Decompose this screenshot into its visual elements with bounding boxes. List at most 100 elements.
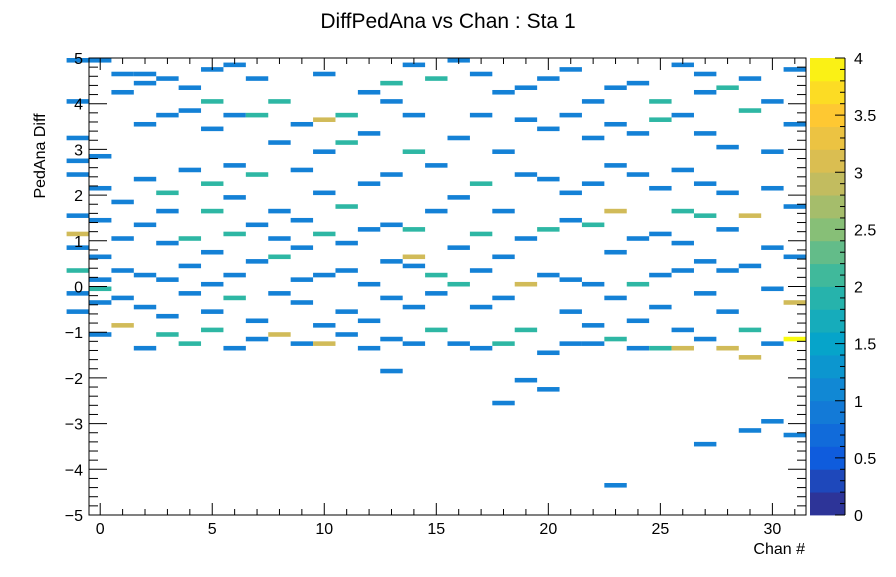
heatmap-cell: [335, 309, 358, 314]
heatmap-cell: [245, 336, 269, 342]
heatmap-cell: [402, 304, 426, 310]
heatmap-cell: [716, 268, 739, 273]
y-tick-label: −5: [65, 508, 83, 525]
colorbar-tick-label: 1.5: [854, 337, 876, 354]
heatmap-cell: [66, 58, 89, 63]
heatmap-cell: [761, 149, 784, 154]
heatmap-cell: [66, 172, 89, 177]
heatmap-cell: [290, 277, 314, 282]
heatmap-cell: [290, 167, 314, 173]
heatmap-cell: [581, 323, 605, 328]
heatmap-cell: [268, 291, 291, 296]
x-axis: 0 5 10 15 20 25 30: [96, 58, 796, 538]
heatmap-cell: [178, 108, 202, 113]
colorbar-tick-label: 0.5: [854, 451, 876, 468]
heatmap-cell: [738, 108, 762, 113]
colorbar-segment: [810, 332, 845, 356]
heatmap-cell: [447, 341, 470, 346]
heatmap-cell: [738, 263, 762, 269]
heatmap-cell: [492, 341, 515, 346]
heatmap-cell: [156, 112, 179, 118]
heatmap-cell: [201, 181, 224, 186]
heatmap-cell: [245, 318, 269, 324]
heatmap-cell: [201, 99, 224, 104]
heatmap-cell: [537, 126, 560, 132]
heatmap-cell: [559, 67, 582, 72]
heatmap-cell: [761, 245, 784, 250]
heatmap-cell: [671, 62, 694, 68]
x-tick-label: 30: [763, 521, 781, 538]
heatmap-cell: [492, 208, 515, 214]
heatmap-cell: [559, 217, 582, 223]
heatmap-cell: [783, 67, 806, 72]
x-tick-label: 10: [315, 521, 333, 538]
heatmap-cell: [223, 295, 246, 301]
heatmap-cell: [761, 286, 784, 292]
heatmap-cell: [178, 263, 202, 269]
y-tick-label: 4: [74, 97, 83, 114]
chart-title: DiffPedAna vs Chan : Sta 1: [320, 10, 575, 33]
heatmap-cell: [357, 227, 381, 232]
heatmap-cell: [380, 222, 403, 228]
heatmap-cell: [402, 341, 426, 346]
heatmap-cell: [201, 208, 224, 214]
heatmap-cell: [716, 345, 739, 351]
heatmap-cell: [89, 277, 112, 282]
colorbar-segment: [810, 103, 845, 127]
heatmap-cell: [693, 71, 717, 77]
y-tick-label: 0: [74, 280, 83, 297]
colorbar-tick-label: 0: [854, 508, 863, 525]
heatmap-cell: [380, 259, 403, 264]
heatmap-cell: [671, 240, 694, 246]
heatmap-cell: [626, 281, 650, 287]
heatmap-cell: [156, 277, 179, 282]
heatmap-cell: [671, 327, 694, 333]
heatmap-cell: [671, 268, 694, 273]
colorbar-segment: [810, 58, 845, 82]
heatmap-cell: [223, 345, 246, 351]
heatmap-cell: [604, 336, 627, 342]
heatmap-cell: [783, 432, 806, 438]
heatmap-cell: [133, 272, 157, 278]
heatmap-cell: [357, 89, 381, 95]
colorbar: 0 0.5 1 1.5 2 2.5 3 3.5 4: [810, 51, 876, 525]
heatmap-cell: [313, 149, 336, 154]
heatmap-cell: [783, 336, 806, 342]
heatmap-cell: [738, 428, 762, 433]
heatmap-cell: [447, 245, 470, 250]
heatmap-cell: [581, 341, 605, 346]
heatmap-cell: [335, 112, 358, 118]
heatmap-cell: [626, 236, 650, 241]
heatmap-cell: [133, 304, 157, 310]
heatmap-cell: [783, 300, 806, 305]
heatmap-cell: [380, 172, 403, 177]
heatmap-cell: [447, 195, 470, 200]
heatmap-cell: [693, 131, 717, 136]
heatmap-cell: [335, 268, 358, 273]
heatmap-cell: [581, 99, 605, 104]
heatmap-cell: [178, 341, 202, 346]
heatmap-cell: [156, 332, 179, 337]
heatmap-cell: [402, 227, 426, 232]
heatmap-cell: [559, 309, 582, 314]
heatmap-cell: [156, 313, 179, 319]
x-tick-label: 20: [539, 521, 557, 538]
heatmap-cell: [693, 441, 717, 447]
heatmap-cell: [133, 222, 157, 228]
heatmap-cell: [425, 76, 448, 81]
heatmap-cell: [268, 254, 291, 260]
y-tick-label: 3: [74, 142, 83, 159]
heatmap-cell: [783, 121, 806, 127]
heatmap-cell: [581, 222, 605, 228]
colorbar-segment: [810, 446, 845, 470]
heatmap-cell: [357, 181, 381, 186]
heatmap-cell: [89, 332, 112, 337]
colorbar-segment: [810, 126, 845, 150]
colorbar-segment: [810, 240, 845, 265]
heatmap-cell: [89, 300, 112, 305]
heatmap-cell: [178, 236, 202, 241]
heatmap-cell: [223, 231, 246, 237]
heatmap-cell: [66, 231, 89, 237]
heatmap-cell: [89, 185, 112, 191]
x-axis-label: Chan #: [753, 541, 805, 558]
